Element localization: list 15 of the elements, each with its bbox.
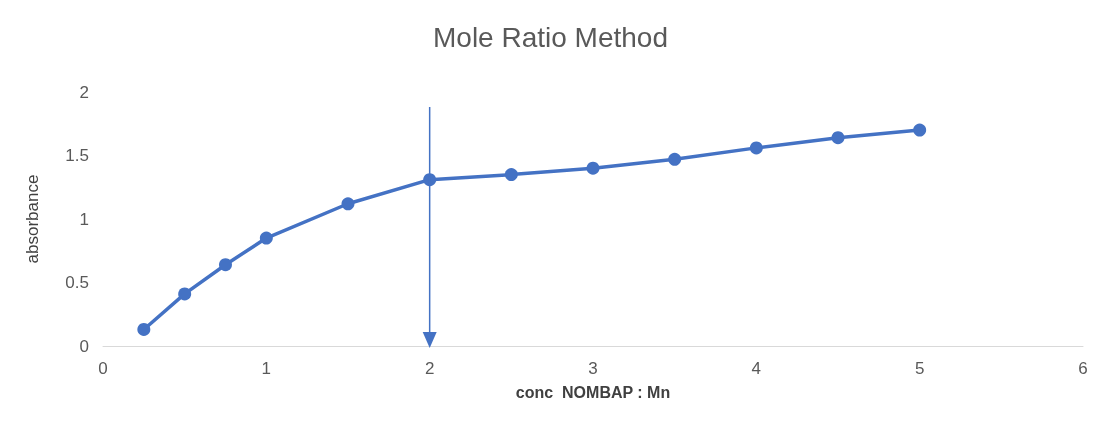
x-tick-label: 6: [1078, 359, 1088, 378]
x-tick-label: 1: [261, 359, 272, 378]
x-tick-label: 2: [424, 359, 435, 378]
y-tick-label: 1.5: [65, 146, 89, 165]
y-axis-title: absorbance: [23, 174, 42, 264]
y-tick-label: 1: [79, 209, 89, 229]
x-tick-label: 3: [588, 359, 598, 378]
x-axis-title: conc NOMBAP : Mn: [515, 383, 671, 401]
x-tick-label: 4: [751, 359, 762, 378]
x-tick-label: 0: [98, 359, 108, 378]
x-tick-label: 5: [914, 359, 925, 378]
y-tick-label: 2: [79, 82, 89, 102]
y-tick-label: 0.5: [65, 273, 89, 292]
chart-title: Mole Ratio Method: [432, 21, 669, 53]
y-tick-label: 0: [79, 336, 89, 356]
